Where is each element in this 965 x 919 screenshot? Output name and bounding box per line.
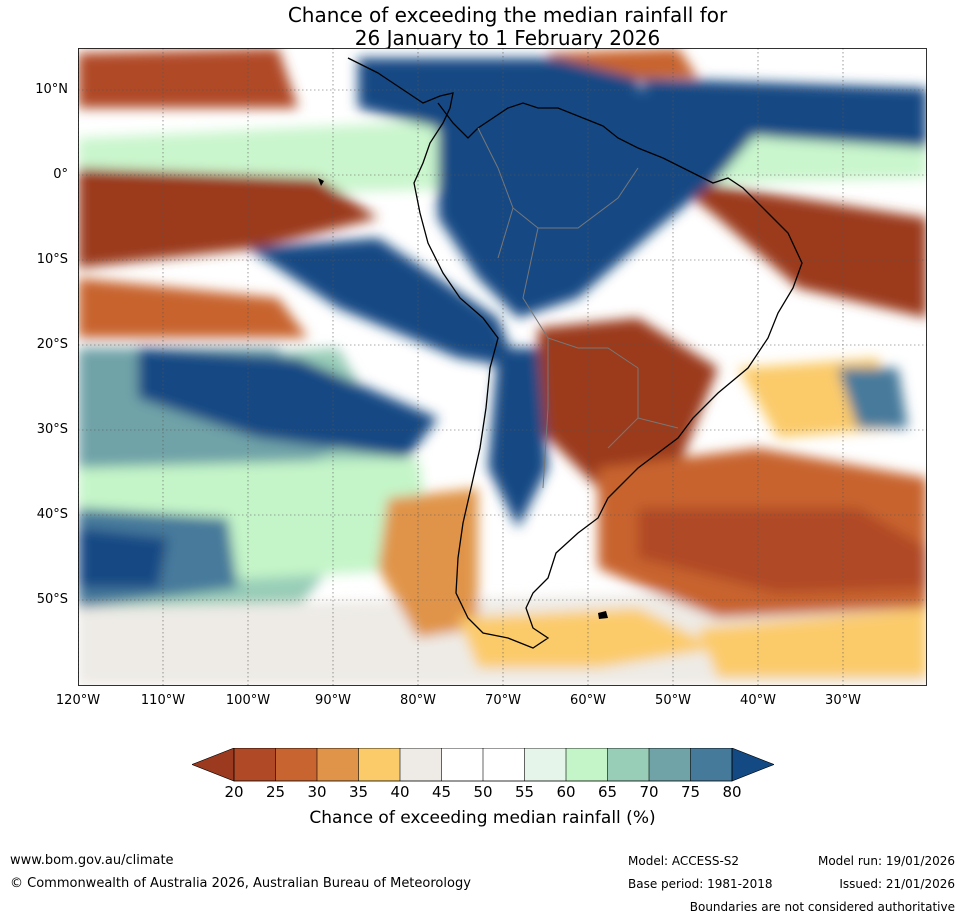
field-teal-south-atlantic xyxy=(838,368,908,428)
colorbar-label: Chance of exceeding median rainfall (%) xyxy=(309,808,656,828)
field-brown-west-equator xyxy=(78,168,378,268)
field-blue-amazon xyxy=(438,88,778,318)
lat-label-50s: 50°S xyxy=(36,592,68,607)
colorbar-swatch-70-75 xyxy=(649,748,691,781)
lon-label-70w: 70°W xyxy=(485,693,521,708)
colorbar-swatch-30-35 xyxy=(317,748,359,781)
colorbar-swatch-75-80 xyxy=(690,748,732,781)
colorbar-swatch-50-55 xyxy=(483,748,525,781)
lon-label-120w: 120°W xyxy=(55,693,101,708)
colorbar-swatch-40-45 xyxy=(400,748,442,781)
lat-label-40s: 40°S xyxy=(36,507,68,522)
footer-copyright: © Commonwealth of Australia 2026, Austra… xyxy=(10,876,471,891)
colorbar-swatch-45-50 xyxy=(441,748,483,781)
field-blue-pacific-band xyxy=(248,238,518,368)
lon-label-40w: 40°W xyxy=(740,693,776,708)
colorbar-swatch-65-70 xyxy=(607,748,649,781)
field-yellow-south xyxy=(458,608,718,668)
lon-label-100w: 100°W xyxy=(225,693,271,708)
colorbar-tick: 50 xyxy=(473,783,493,801)
south-america-coastline xyxy=(347,57,803,649)
lat-label-30s: 30°S xyxy=(36,422,68,437)
title-line-2: 26 January to 1 February 2026 xyxy=(354,26,661,50)
colorbar-tick: 70 xyxy=(639,783,659,801)
colorbar-swatch-35-40 xyxy=(358,748,400,781)
footer-disclaimer: Boundaries are not considered authoritat… xyxy=(689,900,955,914)
colorbar-extend-low xyxy=(192,748,235,782)
lon-label-80w: 80°W xyxy=(400,693,436,708)
footer-model-run: Model run: 19/01/2026 xyxy=(817,854,955,868)
colorbar-tick: 20 xyxy=(224,783,244,801)
field-blue-southwest xyxy=(78,528,168,588)
graticule xyxy=(78,48,927,686)
footer-issued: Issued: 21/01/2026 xyxy=(839,877,955,891)
colorbar-tick: 55 xyxy=(514,783,535,801)
field-blue-southeast-pacific xyxy=(138,348,438,458)
lon-label-90w: 90°W xyxy=(315,693,351,708)
colorbar-tick: 75 xyxy=(680,783,701,801)
colorbar-tick: 30 xyxy=(307,783,327,801)
title-line-1: Chance of exceeding the median rainfall … xyxy=(287,3,728,27)
lon-label-30w: 30°W xyxy=(825,693,861,708)
map-title: Chance of exceeding the median rainfall … xyxy=(0,4,965,50)
colorbar-tick: 45 xyxy=(431,783,452,801)
footer-url[interactable]: www.bom.gov.au/climate xyxy=(10,853,174,868)
footer-model: Model: ACCESS-S2 xyxy=(628,854,740,868)
colorbar-swatch-55-60 xyxy=(524,748,566,781)
colorbar-tick: 80 xyxy=(722,783,742,801)
colorbar-tick: 40 xyxy=(390,783,410,801)
colorbar-tick: 25 xyxy=(265,783,286,801)
country-borders xyxy=(477,127,679,489)
colorbar-dividers xyxy=(275,748,691,781)
field-orange-west xyxy=(78,278,308,338)
colorbar-swatch-25-30 xyxy=(275,748,317,781)
lat-label-10n: 10°N xyxy=(35,82,68,97)
colorbar-tick: 65 xyxy=(597,783,618,801)
lon-label-110w: 110°W xyxy=(140,693,186,708)
field-brown-north xyxy=(78,48,298,108)
field-orange-patagonia xyxy=(378,488,478,638)
rainfall-probability-map xyxy=(78,48,927,686)
falkland-islands xyxy=(598,611,608,619)
colorbar-swatch-60-65 xyxy=(566,748,608,781)
field-yellow-far-south xyxy=(698,608,927,678)
colorbar-tick: 60 xyxy=(556,783,576,801)
map-frame xyxy=(78,48,927,686)
lon-label-60w: 60°W xyxy=(570,693,606,708)
footer-base-period: Base period: 1981-2018 xyxy=(628,877,773,891)
field-blue-north-atlantic xyxy=(638,78,927,148)
galapagos-islands xyxy=(318,178,324,186)
field-brown-atlantic xyxy=(638,508,927,593)
colorbar-extend-high xyxy=(731,748,774,782)
colorbar xyxy=(192,748,774,782)
lon-label-50w: 50°W xyxy=(655,693,691,708)
lat-label-20s: 20°S xyxy=(36,337,68,352)
field-brown-east-equator xyxy=(668,178,927,318)
lat-label-10s: 10°S xyxy=(36,252,68,267)
colorbar-tick: 35 xyxy=(348,783,369,801)
colorbar-swatch-20-25 xyxy=(234,748,276,781)
lat-label-0: 0° xyxy=(53,167,68,182)
